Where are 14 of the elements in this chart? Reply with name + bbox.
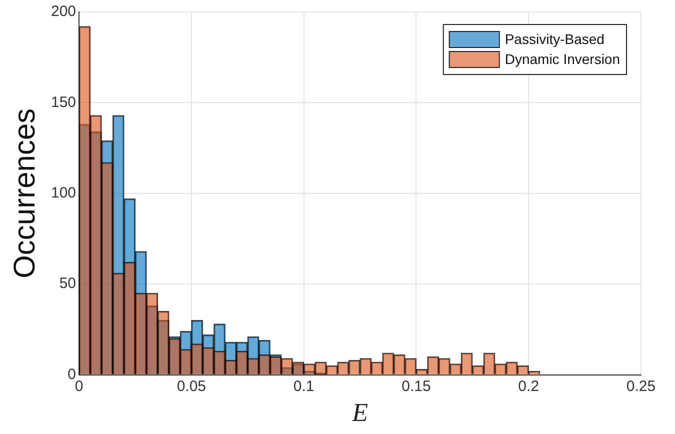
x-axis-title: E	[351, 398, 368, 428]
legend-label: Passivity-Based	[504, 30, 604, 47]
y-tick-label: 100	[50, 184, 76, 202]
x-tick-label: 0.2	[518, 378, 540, 395]
x-tick-label: 0.25	[626, 378, 656, 395]
y-tick-label: 150	[50, 94, 76, 111]
y-axis-title: Occurrences	[8, 108, 42, 278]
legend-label: Dynamic Inversion	[504, 50, 620, 67]
y-tick-label: 50	[59, 275, 76, 292]
x-tick-label: 0.15	[402, 378, 431, 395]
x-tick-label: 0.1	[293, 378, 314, 395]
y-tick-label: 0	[68, 366, 76, 383]
y-tick-label: 200	[50, 3, 76, 20]
x-tick-label: 0.05	[176, 378, 206, 395]
